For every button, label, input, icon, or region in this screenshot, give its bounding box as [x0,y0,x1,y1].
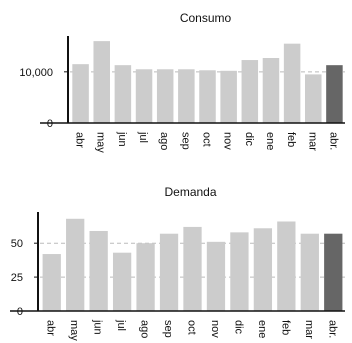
x-tick-label: ago [139,320,151,338]
bar [326,65,343,123]
bar [72,64,89,123]
x-tick-label: dic [232,320,244,335]
x-tick-label: abr [74,132,86,148]
bar [241,60,259,123]
bar [262,58,280,123]
consumo-panel: Consumo 0 10,000 abr may jun jul ago sep oct nov di… [19,11,345,153]
x-tick-label: may [68,320,80,341]
x-tick-label: jun [92,319,104,335]
bar [114,65,132,123]
x-tick-label: jun [116,131,128,147]
x-tick-label: jul [115,319,127,331]
y-tick-label: 0 [17,306,23,318]
x-tick-label: nov [209,320,221,338]
bar [305,74,322,123]
bar [199,70,216,123]
x-tick-label: ene [256,320,268,338]
x-tick-label: abr. [326,320,338,338]
y-tick-label: 10,000 [19,67,53,79]
bar [89,230,108,311]
x-tick-label: feb [279,320,291,335]
bar [156,69,174,123]
x-tick-label: feb [285,132,297,147]
bar [93,41,110,123]
y-tick-label: 25 [11,272,23,284]
x-tick-label: abr [45,320,57,336]
bar [277,221,296,311]
y-tick-label: 0 [47,118,53,130]
bar [253,228,273,311]
y-tick-label: 50 [11,238,23,250]
bar [159,233,179,311]
bar [324,233,343,311]
x-tick-label: sep [179,132,191,150]
bar [42,254,61,311]
chart-title: Demanda [164,185,216,199]
x-tick-label: oct [201,132,213,147]
bar [112,252,132,311]
bar [230,232,249,311]
bar [135,69,153,123]
x-tick-label: abr. [327,132,339,150]
bar [136,243,155,311]
x-tick-label: sep [162,320,174,338]
x-tick-label: mar [306,132,318,151]
bar [220,70,237,123]
x-tick-label: jul [137,131,149,143]
demanda-panel: Demanda 0 25 50 abr may jun jul ago sep oct nov dic e… [10,185,345,341]
x-tick-label: oct [186,320,198,335]
bar [206,241,226,311]
bar [283,43,301,124]
x-tick-label: may [95,132,107,153]
x-tick-label: dic [243,132,255,147]
chart-title: Consumo [180,11,232,25]
bar [300,233,319,311]
bar [66,218,85,311]
x-tick-label: mar [303,320,315,339]
x-tick-label: ago [158,132,170,150]
x-tick-label: nov [222,132,234,150]
x-tick-label: ene [264,132,276,150]
bar [183,226,202,311]
bar [178,69,195,123]
